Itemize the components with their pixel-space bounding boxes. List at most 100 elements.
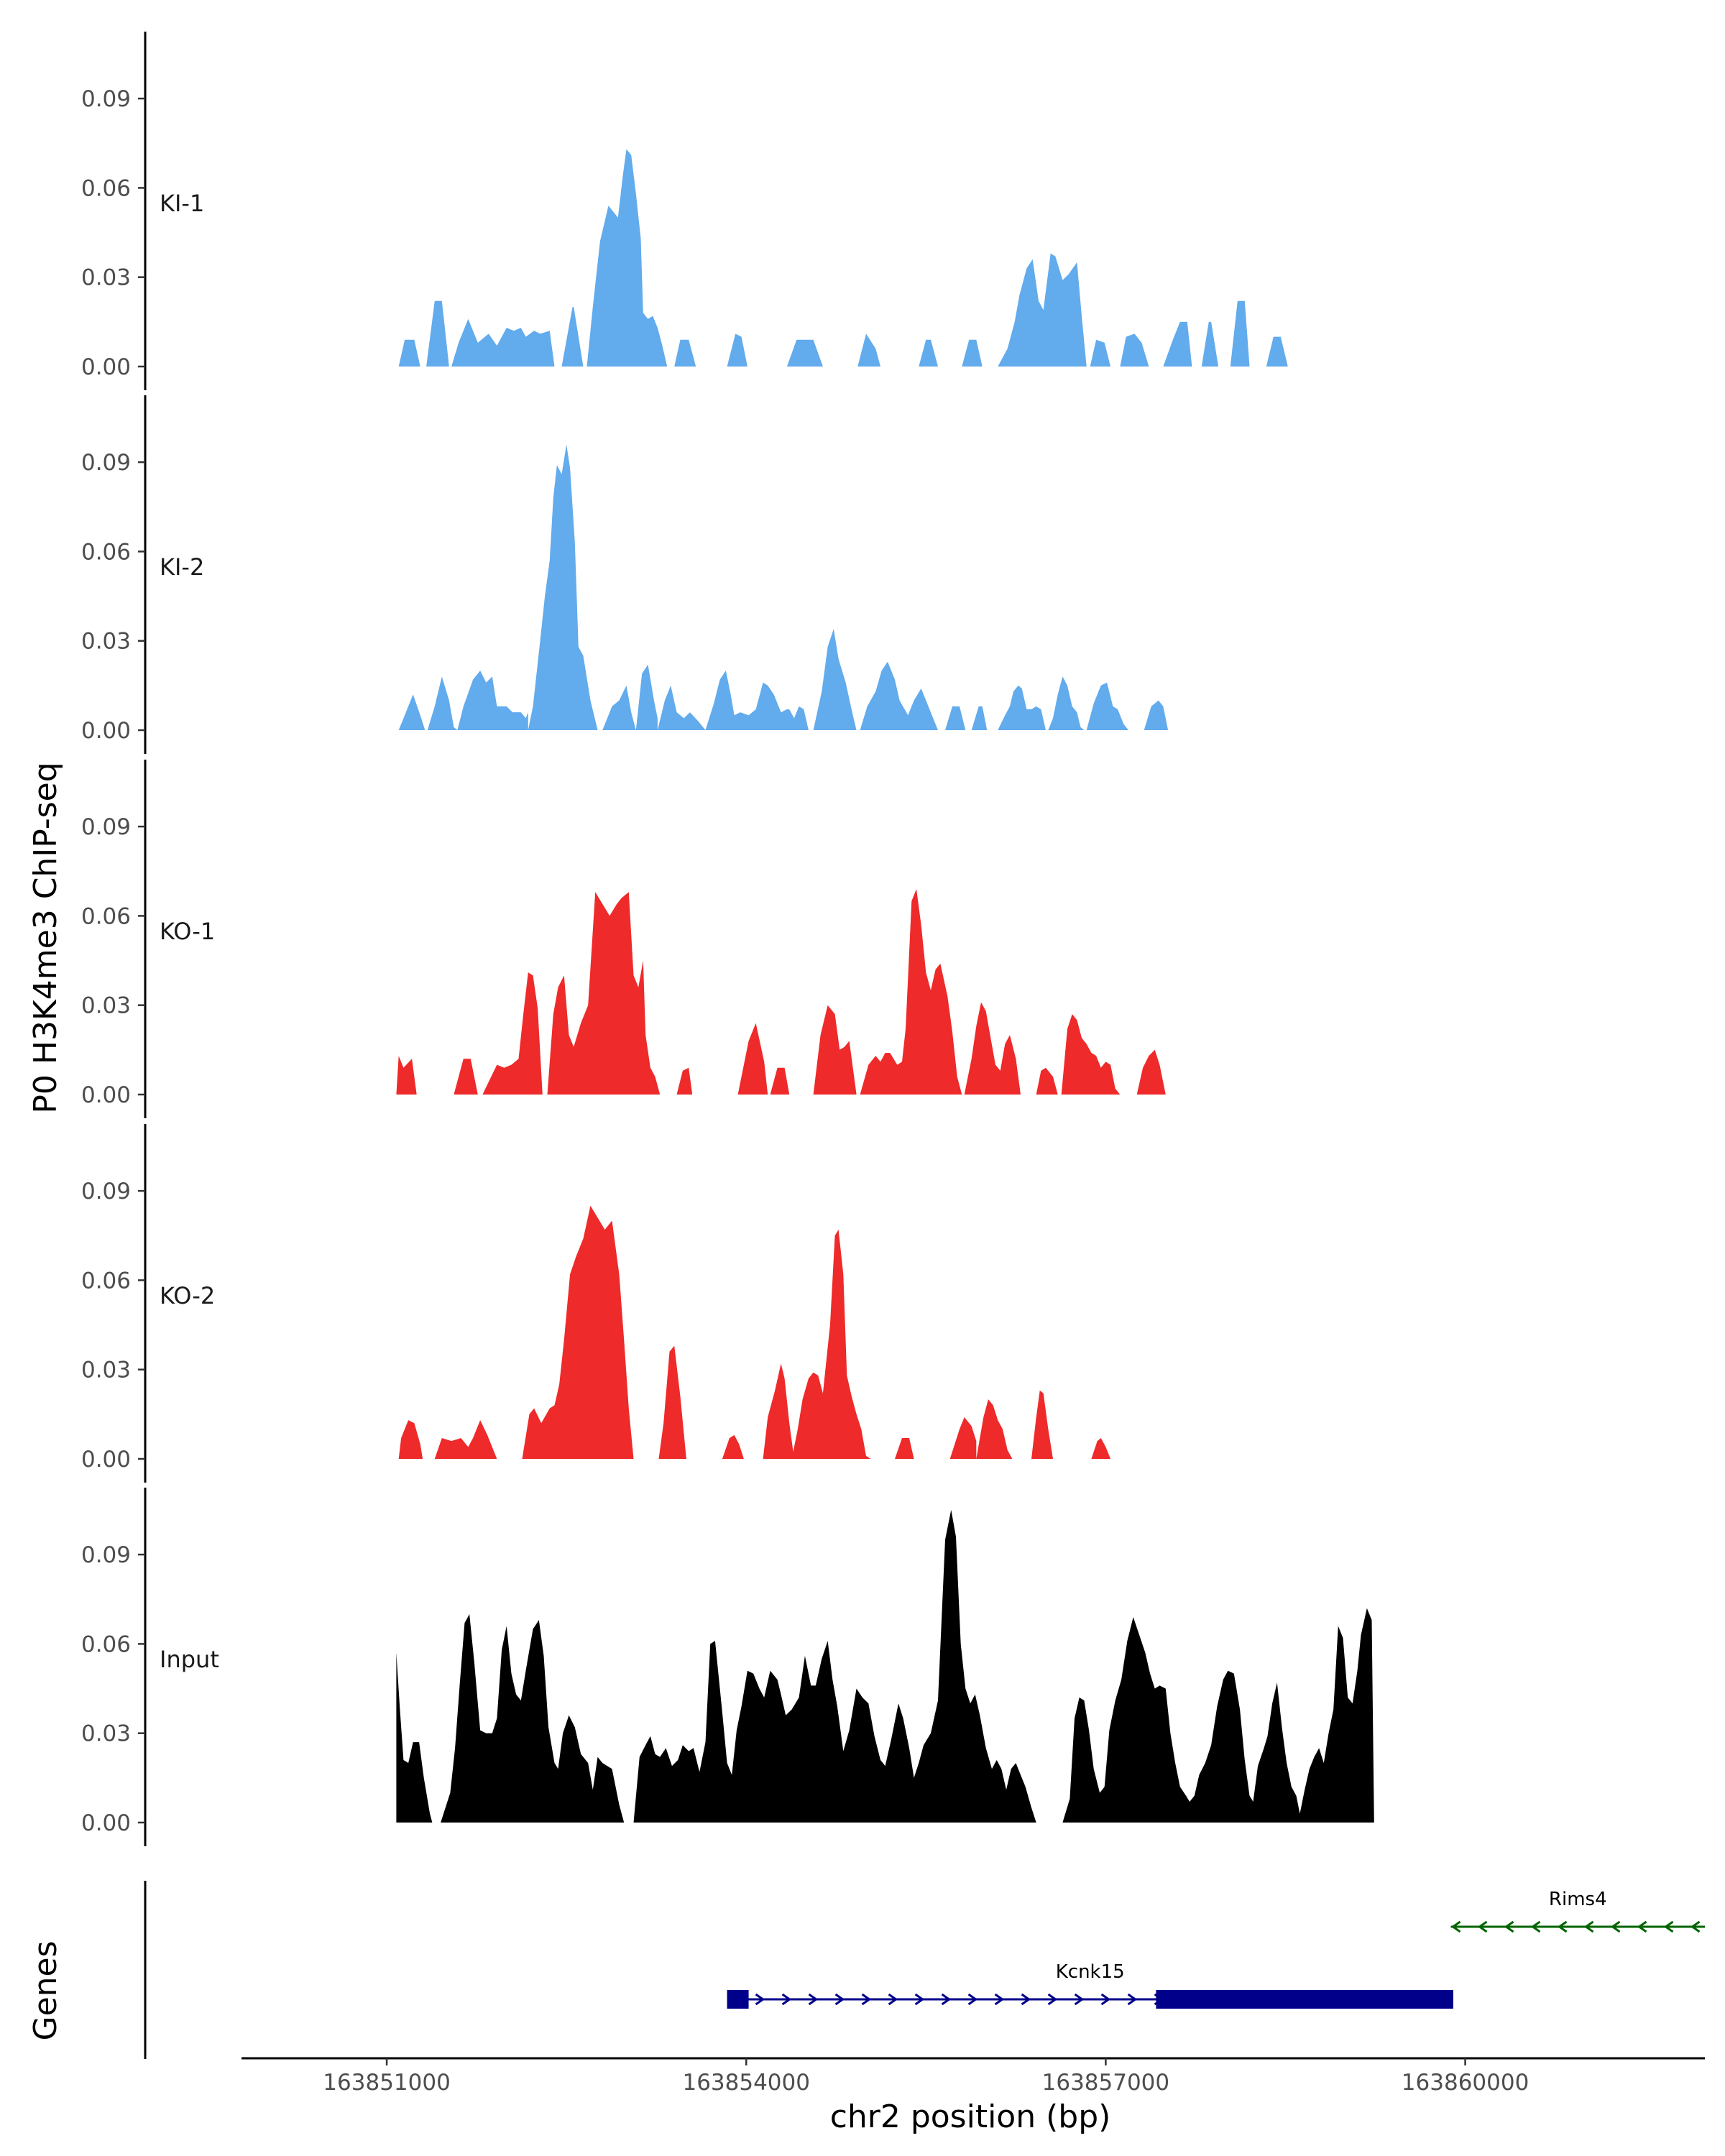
coverage-area: [426, 300, 449, 367]
track-label: KO-2: [160, 1282, 215, 1309]
y-tick-label: 0.03: [81, 993, 131, 1019]
y-tick-label: 0.00: [81, 1447, 131, 1473]
coverage-area: [737, 1023, 768, 1095]
coverage-area: [396, 1652, 433, 1823]
coverage-area: [857, 333, 880, 367]
coverage-area: [398, 339, 420, 367]
coverage-area: [1120, 333, 1149, 367]
coverage-area: [561, 307, 584, 367]
coverage-area: [635, 664, 658, 730]
coverage-area: [895, 1438, 914, 1459]
y-tick-label: 0.00: [81, 1082, 131, 1108]
y-tick-label: 0.03: [81, 265, 131, 291]
coverage-area: [786, 339, 823, 367]
exon-block: [1156, 1990, 1453, 2009]
strand-arrow-icon: [1557, 1920, 1568, 1933]
strand-arrow-icon: [994, 1993, 1005, 2006]
coverage-area: [722, 1434, 744, 1459]
strand-arrow-icon: [1530, 1920, 1541, 1933]
coverage-area: [860, 889, 962, 1095]
strand-arrow-icon: [1583, 1920, 1594, 1933]
strand-arrow-icon: [755, 1993, 765, 2006]
gene-rims4: Rims4: [1450, 1889, 1705, 1933]
strand-arrow-icon: [1663, 1920, 1674, 1933]
coverage-area: [1048, 676, 1085, 730]
strand-arrow-icon: [1610, 1920, 1621, 1933]
coverage-area: [705, 671, 809, 730]
coverage-area: [976, 1399, 1013, 1459]
strand-arrow-icon: [1100, 1993, 1111, 2006]
y-tick-label: 0.09: [81, 450, 131, 476]
y-tick-label: 0.06: [81, 1268, 131, 1294]
coverage-area: [676, 1067, 693, 1095]
coverage-area: [949, 1417, 977, 1459]
x-axis: 163851000 163854000 163857000 163860000: [242, 2057, 1705, 2096]
strand-arrow-icon: [1127, 1993, 1138, 2006]
coverage-area: [1036, 1067, 1058, 1095]
coverage-area: [860, 661, 938, 730]
strand-arrow-icon: [808, 1993, 819, 2006]
coverage-area: [427, 676, 458, 730]
coverage-area: [919, 339, 938, 367]
coverage-area: [1090, 339, 1111, 367]
y-tick-label: 0.06: [81, 1631, 131, 1657]
gene-label: Rims4: [1549, 1889, 1607, 1910]
coverage-area: [727, 333, 748, 367]
y-tick-label: 0.09: [81, 1542, 131, 1568]
y-tick-label: 0.06: [81, 175, 131, 201]
y-tick-label: 0.06: [81, 903, 131, 929]
coverage-area: [441, 1614, 625, 1823]
track-ko-2: 0.00 0.03 0.06 0.09 KO-2: [81, 1124, 1111, 1483]
coverage-area: [434, 1420, 497, 1459]
coverage-area: [813, 1005, 857, 1095]
track-ki-1: 0.00 0.03 0.06 0.09 KI-1: [81, 32, 1288, 390]
coverage-area: [457, 671, 528, 730]
strand-arrow-icon: [941, 1993, 952, 2006]
x-axis-title: chr2 position (bp): [830, 2099, 1111, 2135]
y-tick-label: 0.03: [81, 629, 131, 655]
x-tick-label: 163851000: [323, 2070, 451, 2096]
coverage-area: [451, 318, 555, 367]
coverage-area: [1061, 1014, 1121, 1095]
y-tick-label: 0.09: [81, 814, 131, 840]
coverage-area: [547, 892, 661, 1095]
coverage-area: [1201, 321, 1219, 367]
track-ko-1: 0.00 0.03 0.06 0.09 KO-1: [81, 760, 1166, 1118]
y-tick-label: 0.03: [81, 1721, 131, 1747]
coverage-area: [1091, 1438, 1111, 1459]
coverage-area: [998, 685, 1046, 730]
x-tick-label: 163860000: [1402, 2070, 1530, 2096]
coverage-area: [763, 1363, 794, 1459]
strand-arrow-icon: [1637, 1920, 1647, 1933]
coverage-area: [962, 339, 983, 367]
y-tick-label: 0.09: [81, 86, 131, 112]
coverage-area: [658, 1345, 686, 1459]
coverage-area: [396, 1056, 417, 1095]
strand-arrow-icon: [967, 1993, 978, 2006]
y-tick-label: 0.09: [81, 1179, 131, 1204]
coverage-area: [398, 694, 426, 730]
x-tick-label: 163854000: [682, 2070, 810, 2096]
x-tick-label: 163857000: [1042, 2070, 1170, 2096]
strand-arrow-icon: [1047, 1993, 1058, 2006]
coverage-area: [657, 685, 706, 730]
coverage-area: [1144, 700, 1169, 730]
strand-arrow-icon: [834, 1993, 845, 2006]
strand-arrow-icon: [861, 1993, 872, 2006]
coverage-area: [454, 1059, 478, 1095]
coverage-area: [1136, 1049, 1166, 1095]
track-input: 0.00 0.03 0.06 0.09 Input: [81, 1488, 1374, 1846]
coverage-area: [1031, 1390, 1053, 1459]
y-tick-label: 0.00: [81, 1810, 131, 1836]
coverage-area: [398, 1420, 423, 1459]
y-axis-title: P0 H3K4me3 ChIP-seq: [27, 762, 64, 1113]
coverage-area: [770, 1067, 790, 1095]
exon-block: [727, 1990, 749, 2009]
y-tick-label: 0.06: [81, 539, 131, 565]
gene-kcnk15: Kcnk15: [727, 1961, 1453, 2009]
strand-arrow-icon: [1690, 1920, 1701, 1933]
coverage-area: [522, 1205, 634, 1459]
gene-label: Kcnk15: [1056, 1961, 1125, 1983]
coverage-area: [674, 339, 696, 367]
genes-panel: Kcnk15 Rims4: [144, 1881, 1705, 2059]
